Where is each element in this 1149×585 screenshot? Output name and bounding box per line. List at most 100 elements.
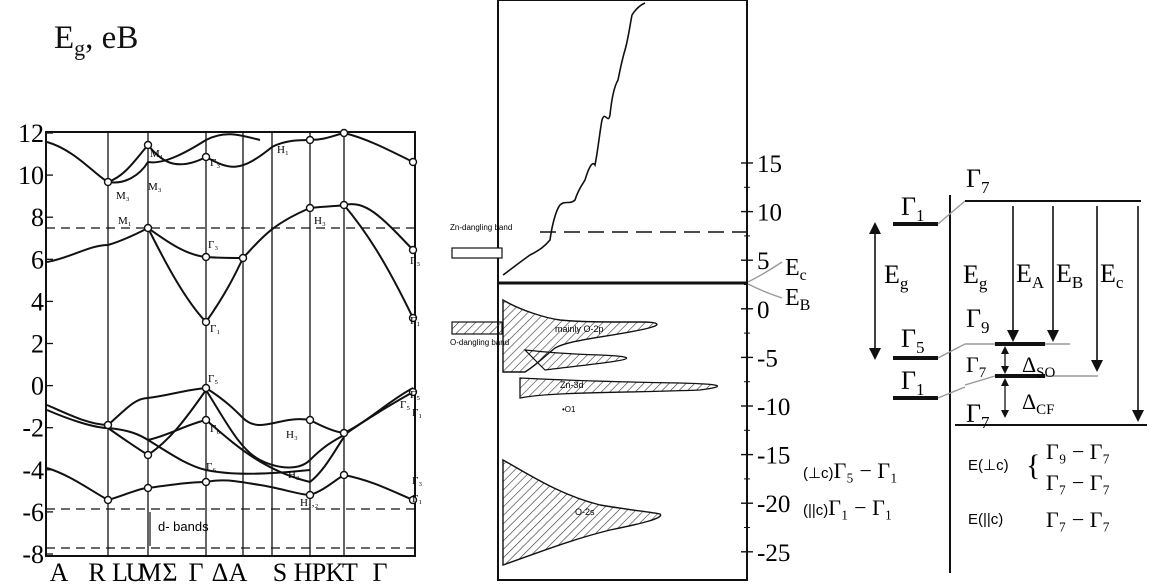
- left-eg-arrowhead-up: [869, 222, 881, 234]
- band-x-tick: U: [126, 558, 145, 585]
- band-y-tick: -8: [22, 540, 44, 569]
- symmetry-label: H₃: [288, 469, 300, 481]
- dos-y-tick: -20: [757, 491, 790, 518]
- o-dangling-bar: [451, 321, 503, 335]
- band-point: [201, 317, 211, 327]
- band-point: [339, 470, 349, 480]
- dos-y-tick: -25: [757, 540, 790, 567]
- symmetry-label: H₁: [277, 144, 289, 156]
- band-point: [408, 245, 418, 255]
- o2p-subpeak: [523, 349, 628, 371]
- zn-dangling-bar: [451, 247, 503, 259]
- band-point: [143, 223, 153, 233]
- band-x-axis: A R LUM Σ Γ Δ A S H P KT Γ: [50, 558, 388, 585]
- symmetry-label: Γ₁: [412, 493, 422, 505]
- band-point: [143, 140, 153, 150]
- symmetry-label: Γ₃: [210, 157, 220, 169]
- band-y-tick: 10: [18, 161, 44, 190]
- band-curves: [46, 131, 414, 502]
- zn-dangling-label: Zn-dangling band: [450, 223, 512, 232]
- dos-panel: 15 10 5 0 -5 -10 -15 -20 -25 Zn-dangling band O-…: [450, 0, 810, 581]
- band-point: [201, 152, 211, 162]
- band-point: [201, 252, 211, 262]
- band-line: [343, 204, 414, 319]
- gamma7-mid-label: Γ7: [966, 352, 987, 381]
- dos-y-tick: -15: [757, 443, 790, 470]
- e-par-expr: Γ₇ − Γ₇: [1046, 507, 1110, 532]
- dos-y-tick: 15: [757, 151, 782, 178]
- e-perp-brace: {: [1026, 449, 1040, 482]
- symmetry-label: H₃: [286, 429, 298, 441]
- o-dangling-label: O-dangling band: [450, 338, 509, 347]
- symmetry-label: M₁: [118, 215, 132, 227]
- e-perp-label: E(⊥c): [968, 457, 1009, 474]
- symmetry-label: Γ₅: [400, 399, 410, 411]
- band-point: [305, 135, 315, 145]
- left-gamma1-bot-label: Γ1: [901, 366, 925, 399]
- band-point: [339, 200, 349, 210]
- dos-y-tick: 0: [757, 297, 770, 324]
- left-eg-arrowhead-down: [869, 348, 881, 360]
- o2s-peak: [502, 458, 662, 566]
- band-y-tick: -2: [22, 414, 44, 443]
- band-point: [408, 313, 418, 323]
- band-x-tick: H: [294, 558, 313, 585]
- eb-label: EB: [1056, 259, 1083, 292]
- dso-arrowhead-down: [1001, 366, 1009, 374]
- band-line: [147, 227, 244, 324]
- band-line: [46, 388, 414, 469]
- e-par-label: E(||c): [968, 511, 1003, 528]
- band-point: [103, 495, 113, 505]
- band-y-axis: 12 10 8 6 4 2 0 -2 -4 -6 -8: [18, 119, 53, 569]
- e-perp-expr1: Γ₉ − Γ₇: [1046, 439, 1110, 464]
- figure-caption: Eg, eB: [54, 20, 138, 62]
- left-gamma5-connector: [937, 343, 966, 359]
- level-diagram-panel: Γ1 Eg Γ5 Γ1 Γ7 Eg Γ9 Γ7 Γ7 EA EB Ec ΔSO …: [803, 164, 1147, 573]
- band-y-tick: 6: [31, 245, 44, 274]
- band-point: [103, 177, 113, 187]
- conduction-dos-curve: [502, 2, 646, 276]
- dcf-label: ΔCF: [1022, 389, 1055, 418]
- dos-y-tick: 10: [757, 200, 782, 227]
- symmetry-label: H₁,₂: [300, 497, 319, 509]
- band-point: [408, 387, 418, 397]
- band-x-tick: R: [88, 558, 106, 585]
- gamma7-mid-connector: [964, 375, 996, 386]
- band-x-tick: Γ: [188, 558, 203, 585]
- symmetry-label: M₃: [116, 190, 130, 202]
- dos-y-tick: 5: [757, 248, 770, 275]
- band-point: [305, 415, 315, 425]
- band-x-tick: A: [229, 558, 248, 585]
- symmetry-label: Γ₃: [410, 255, 420, 267]
- band-x-tick: S: [273, 558, 287, 585]
- caption-sub: g: [74, 35, 86, 61]
- band-point: [143, 483, 153, 493]
- e-perp-expr2: Γ₇ − Γ₇: [1046, 470, 1110, 495]
- gamma9-label: Γ9: [966, 304, 990, 337]
- left-gamma5-label: Γ5: [901, 324, 925, 357]
- band-points: [103, 128, 418, 505]
- band-point: [339, 128, 349, 138]
- band-y-tick: 4: [31, 287, 44, 316]
- band-x-tick: Γ: [372, 558, 387, 585]
- band-x-tick: M: [138, 558, 161, 585]
- dos-y-axis: 15 10 5 0 -5 -10 -15 -20 -25: [741, 151, 790, 567]
- band-y-tick: 12: [18, 119, 44, 148]
- symmetry-label: Γ₃: [412, 475, 422, 487]
- band-line: [147, 439, 311, 475]
- dso-label: ΔSO: [1022, 352, 1055, 381]
- band-point: [201, 415, 211, 425]
- left-gamma1-top-label: Γ1: [901, 192, 925, 225]
- band-point: [201, 477, 211, 487]
- band-point: [408, 495, 418, 505]
- eb-arrowhead: [1047, 330, 1059, 342]
- dcf-arrowhead-up: [1001, 378, 1009, 386]
- band-x-tick: A: [50, 558, 69, 585]
- dband-label: d- bands: [158, 519, 209, 534]
- band-point: [238, 253, 248, 263]
- left-gamma1-connector: [937, 200, 966, 225]
- o1-label: •O1: [562, 405, 576, 414]
- band-line: [107, 133, 261, 184]
